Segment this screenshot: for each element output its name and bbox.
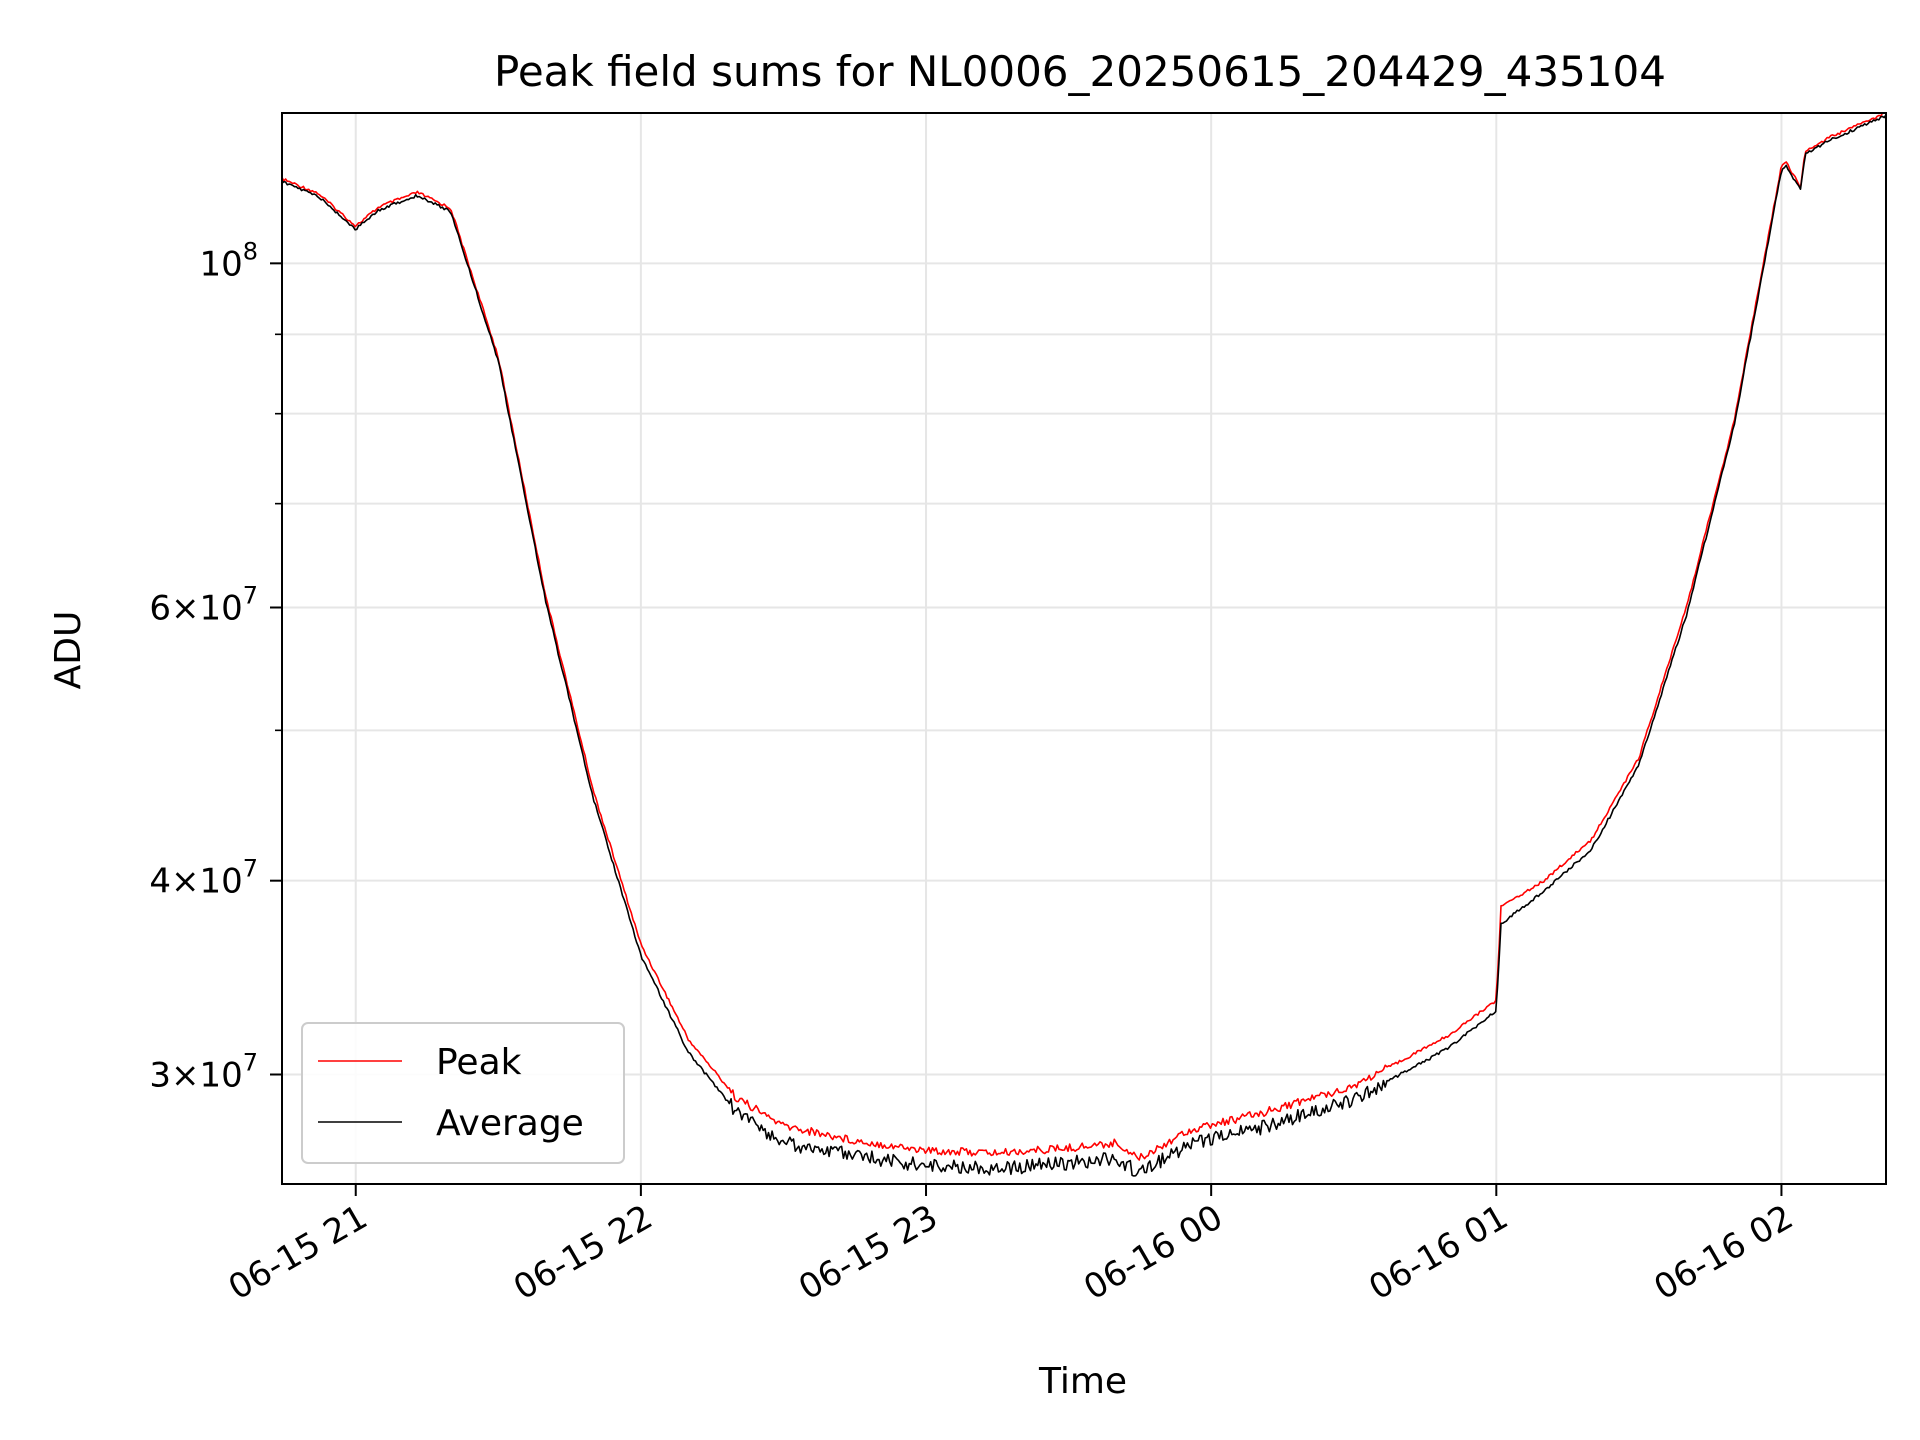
grid-lines xyxy=(282,113,1886,1184)
legend-box xyxy=(301,1022,625,1164)
legend: Peak Average xyxy=(301,1022,625,1164)
y-axis-label: ADU xyxy=(48,611,89,690)
plot-frame xyxy=(281,112,1887,1185)
chart-title: Peak field sums for NL0006_20250615_2044… xyxy=(494,47,1666,96)
series-line-average xyxy=(281,114,1887,1177)
y-tick-label-3: 3×107 xyxy=(149,1049,258,1096)
legend-label-average: Average xyxy=(436,1103,584,1144)
y-tick-label-1: 6×107 xyxy=(149,582,258,629)
series-line-peak xyxy=(281,112,1886,1161)
series-layer xyxy=(281,112,1887,1177)
y-tick-label-2: 4×107 xyxy=(149,855,258,902)
legend-label-peak: Peak xyxy=(436,1042,522,1083)
x-axis-label: Time xyxy=(1038,1361,1127,1402)
